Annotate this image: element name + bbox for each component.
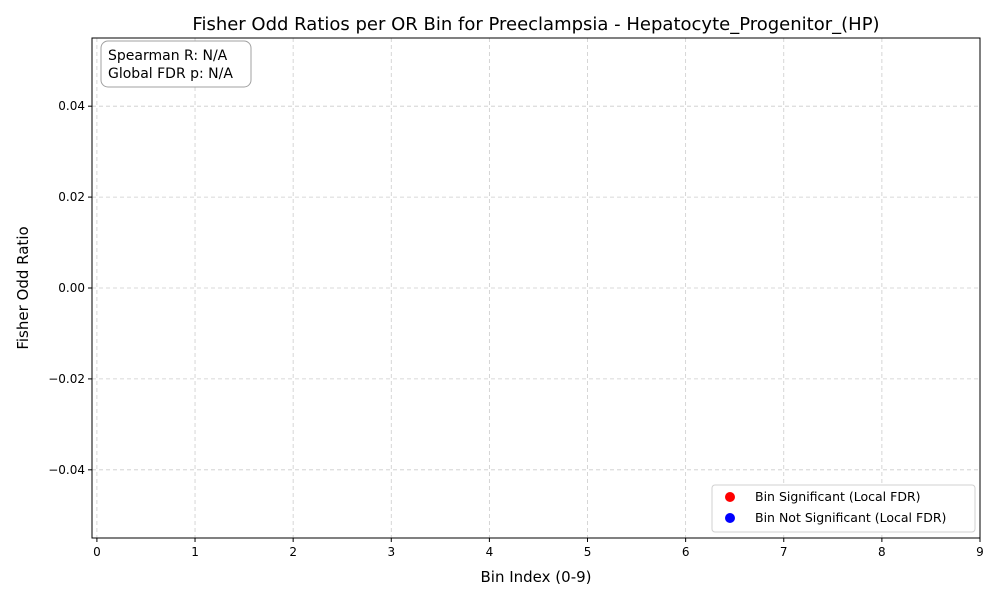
legend-label-not-significant: Bin Not Significant (Local FDR) xyxy=(755,510,946,525)
x-tick-label: 3 xyxy=(387,545,395,559)
stats-annotation-box xyxy=(100,40,252,88)
legend: Bin Significant (Local FDR) Bin Not Sign… xyxy=(711,484,976,533)
grid xyxy=(92,38,981,538)
x-tick-label: 5 xyxy=(584,545,592,559)
y-axis-ticks: −0.04 −0.02 0.00 0.02 0.04 xyxy=(48,99,92,477)
x-tick-label: 1 xyxy=(191,545,199,559)
y-tick-label: 0.02 xyxy=(58,190,85,204)
x-tick-label: 2 xyxy=(289,545,297,559)
y-tick-label: −0.02 xyxy=(48,372,85,386)
y-tick-label: 0.04 xyxy=(58,99,85,113)
spearman-text: Spearman R: N/A xyxy=(108,48,228,64)
legend-marker-significant xyxy=(725,492,735,502)
x-tick-label: 9 xyxy=(976,545,984,559)
y-tick-label: −0.04 xyxy=(48,463,85,477)
legend-marker-not-significant xyxy=(725,513,735,523)
y-tick-label: 0.00 xyxy=(58,281,85,295)
x-tick-label: 6 xyxy=(682,545,690,559)
x-tick-label: 4 xyxy=(486,545,494,559)
x-tick-label: 0 xyxy=(93,545,101,559)
legend-label-significant: Bin Significant (Local FDR) xyxy=(755,489,921,504)
x-tick-label: 8 xyxy=(878,545,886,559)
y-axis-label: Fisher Odd Ratio xyxy=(14,226,32,349)
x-axis-ticks: 0 1 2 3 4 5 6 7 8 9 xyxy=(93,538,984,559)
legend-box xyxy=(711,484,976,533)
stats-annotation: Spearman R: N/A Global FDR p: N/A xyxy=(100,40,252,88)
x-axis-label: Bin Index (0-9) xyxy=(481,568,592,586)
x-tick-label: 7 xyxy=(780,545,788,559)
global-fdr-text: Global FDR p: N/A xyxy=(108,66,233,82)
chart-title: Fisher Odd Ratios per OR Bin for Preecla… xyxy=(192,14,879,35)
